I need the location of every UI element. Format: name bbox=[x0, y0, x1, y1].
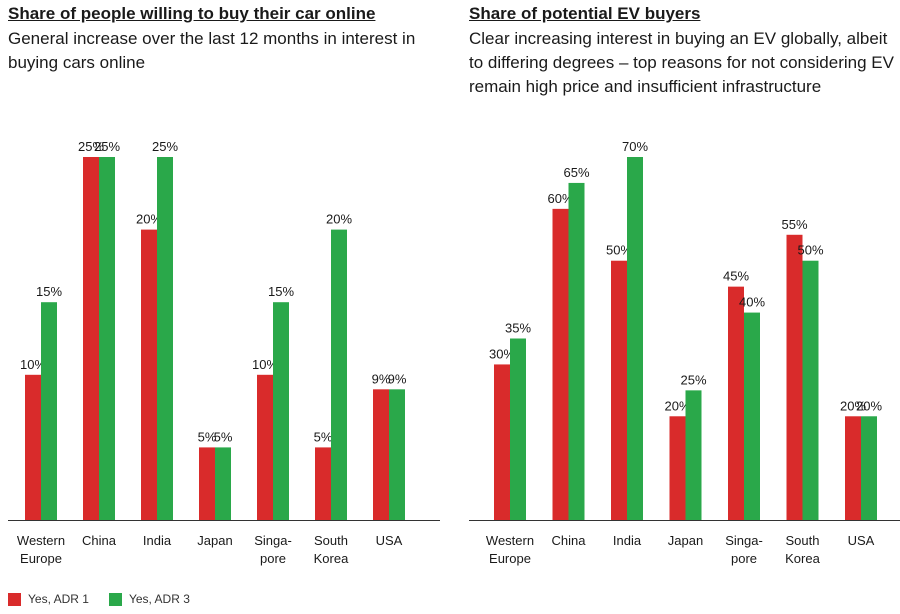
bar-adr3 bbox=[744, 312, 760, 520]
bar-adr1 bbox=[25, 374, 41, 520]
bar-adr1 bbox=[552, 208, 569, 520]
bar-adr3 bbox=[273, 302, 289, 520]
legend-label: Yes, ADR 3 bbox=[128, 592, 190, 606]
category-label: Japan bbox=[197, 533, 232, 548]
data-label: 60% bbox=[547, 191, 573, 206]
data-label: 15% bbox=[36, 284, 62, 299]
bar-adr3 bbox=[802, 260, 819, 520]
data-label: 5% bbox=[198, 429, 217, 444]
category-label: China bbox=[82, 533, 117, 548]
bar-chart-online-purchase: 10%15%Western Europe25%25%China20%25%Indi… bbox=[8, 139, 440, 566]
chart-subtitle: General increase over the last 12 months… bbox=[8, 29, 416, 72]
category-label: India bbox=[613, 533, 642, 548]
legend-item-adr3: Yes, ADR 3 bbox=[108, 592, 190, 606]
legend-label: Yes, ADR 1 bbox=[28, 592, 89, 606]
bar-adr3 bbox=[861, 416, 877, 520]
chart-subtitle: Clear increasing interest in buying an E… bbox=[469, 29, 894, 96]
bar-adr3 bbox=[99, 157, 115, 520]
bar-adr1 bbox=[257, 374, 273, 520]
bar-adr1 bbox=[494, 364, 510, 520]
data-label: 20% bbox=[856, 398, 882, 413]
bar-adr1 bbox=[315, 447, 331, 520]
chart-title: Share of potential EV buyers bbox=[469, 4, 701, 23]
bar-adr3 bbox=[215, 447, 231, 520]
bar-adr1 bbox=[83, 157, 99, 520]
bar-adr3 bbox=[331, 229, 347, 520]
data-label: 10% bbox=[252, 357, 278, 372]
bar-adr1 bbox=[786, 234, 803, 521]
bar-adr1 bbox=[373, 389, 389, 520]
category-label: South Korea bbox=[785, 533, 820, 566]
data-label: 70% bbox=[622, 139, 648, 154]
data-label: 9% bbox=[372, 371, 391, 386]
data-label: 5% bbox=[214, 429, 233, 444]
data-label: 15% bbox=[268, 284, 294, 299]
data-label: 25% bbox=[152, 139, 178, 154]
data-label: 35% bbox=[505, 321, 531, 336]
category-label: India bbox=[143, 533, 172, 548]
data-label: 50% bbox=[606, 243, 632, 258]
bar-adr1 bbox=[141, 229, 157, 520]
category-label: Singa-pore bbox=[725, 533, 763, 566]
data-label: 45% bbox=[723, 269, 749, 284]
data-label: 55% bbox=[781, 217, 807, 232]
data-label: 25% bbox=[78, 139, 104, 154]
bar-adr3 bbox=[568, 182, 585, 520]
category-label: China bbox=[552, 533, 587, 548]
legend-item-adr1: Yes, ADR 1 bbox=[8, 592, 89, 606]
data-label: 25% bbox=[94, 139, 120, 154]
data-label: 5% bbox=[314, 429, 333, 444]
chart-title: Share of people willing to buy their car… bbox=[8, 4, 376, 23]
category-label: Western Europe bbox=[486, 533, 534, 566]
bar-adr3 bbox=[627, 157, 643, 520]
bar-adr3 bbox=[685, 390, 702, 520]
category-label: Japan bbox=[668, 533, 703, 548]
category-label: Western Europe bbox=[17, 533, 65, 566]
bar-adr3 bbox=[41, 302, 57, 520]
category-label: USA bbox=[376, 533, 403, 548]
data-label: 30% bbox=[489, 346, 515, 361]
data-label: 20% bbox=[840, 398, 866, 413]
data-label: 50% bbox=[797, 243, 823, 258]
bar-adr3 bbox=[510, 338, 526, 520]
legend-swatch-red bbox=[8, 592, 21, 606]
category-label: Singa-pore bbox=[254, 533, 292, 566]
data-label: 65% bbox=[563, 165, 589, 180]
bar-adr1 bbox=[669, 416, 686, 520]
data-label: 10% bbox=[20, 357, 46, 372]
data-label: 40% bbox=[739, 295, 765, 310]
bar-chart-ev-buyers: 30% 35% Western Europe 60% 65% China 50% 70% Indi… bbox=[469, 139, 900, 566]
data-label: 9% bbox=[388, 371, 407, 386]
bar-adr1 bbox=[728, 286, 744, 520]
data-label: 20% bbox=[664, 398, 690, 413]
legend: Yes, ADR 1 Yes, ADR 3 bbox=[8, 592, 210, 606]
data-label: 25% bbox=[680, 372, 706, 387]
bar-adr3 bbox=[389, 389, 405, 520]
category-label: USA bbox=[848, 533, 875, 548]
bar-adr1 bbox=[845, 416, 861, 520]
legend-swatch-green bbox=[108, 592, 122, 606]
category-label: South Korea bbox=[314, 533, 349, 566]
data-label: 20% bbox=[326, 212, 352, 227]
bar-adr1 bbox=[199, 447, 215, 520]
bar-adr1 bbox=[611, 260, 627, 520]
bar-adr3 bbox=[157, 157, 173, 520]
data-label: 20% bbox=[136, 212, 162, 227]
